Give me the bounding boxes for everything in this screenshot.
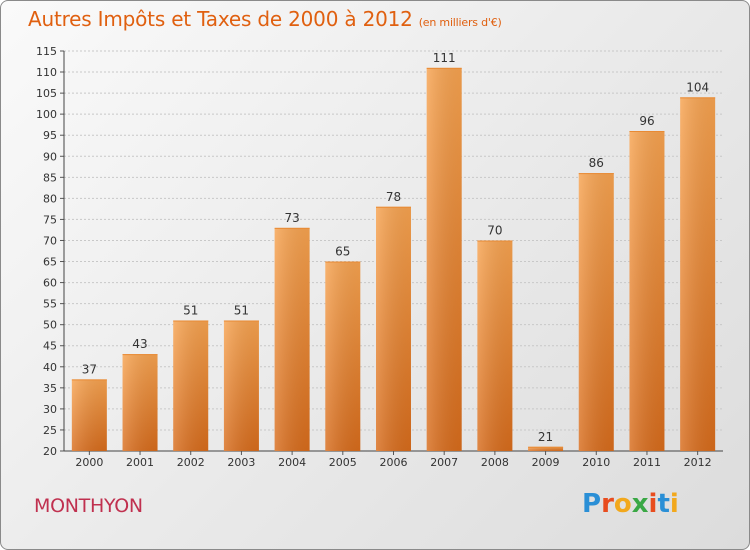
x-tick-label: 2001 — [126, 456, 154, 469]
bar-value-label: 73 — [284, 211, 299, 225]
data-labels: 37 43 51 51 73 65 78 111 70 21 86 96 104 — [82, 51, 709, 444]
bar-2001 — [122, 354, 158, 451]
bar-2006 — [376, 206, 411, 451]
x-tick-label: 2002 — [177, 456, 205, 469]
chart-title: Autres Impôts et Taxes de 2000 à 2012 (en… — [28, 7, 502, 31]
bar-2005 — [325, 261, 361, 451]
bar-value-label: 78 — [386, 190, 401, 204]
y-tick-label: 110 — [36, 66, 57, 79]
chart-unit: (en milliers d'€) — [418, 16, 502, 29]
bar-2003 — [223, 320, 259, 451]
bar-2012 — [680, 97, 716, 451]
logo-letter: P — [582, 489, 602, 519]
bar-shade — [71, 379, 107, 451]
bar-2010 — [578, 173, 614, 451]
tick-labels: 20 25 30 35 40 45 50 55 60 65 70 75 80 85 90 95 100 105 11… — [36, 45, 712, 469]
bar-2011 — [629, 131, 665, 451]
y-tick-label: 95 — [43, 129, 57, 142]
y-tick-label: 30 — [43, 403, 57, 416]
y-tick-label: 60 — [43, 277, 57, 290]
y-tick-label: 75 — [43, 213, 57, 226]
logo-letter: r — [601, 489, 614, 519]
y-tick-label: 90 — [43, 150, 57, 163]
bar-2004 — [274, 227, 310, 451]
bar-2008 — [477, 240, 513, 451]
bar-value-label: 70 — [487, 223, 502, 237]
y-tick-label: 85 — [43, 171, 57, 184]
bar-value-label: 21 — [538, 430, 553, 444]
x-tick-label: 2011 — [633, 456, 661, 469]
bar-value-label: 51 — [234, 303, 249, 317]
y-tick-label: 50 — [43, 319, 57, 332]
bar-value-label: 86 — [589, 156, 604, 170]
x-tick-label: 2010 — [582, 456, 610, 469]
x-tick-label: 2009 — [532, 456, 560, 469]
bar-value-label: 43 — [132, 337, 147, 351]
y-tick-label: 35 — [43, 382, 57, 395]
bar-shade — [274, 227, 310, 451]
bar-shade — [629, 131, 665, 451]
x-tick-label: 2006 — [380, 456, 408, 469]
y-tick-label: 80 — [43, 192, 57, 205]
y-tick-label: 40 — [43, 361, 57, 374]
bar-value-label: 96 — [639, 114, 654, 128]
logo-letter: i — [648, 489, 658, 519]
bar-2009 — [528, 446, 564, 451]
x-tick-label: 2004 — [278, 456, 306, 469]
bar-shade — [680, 97, 716, 451]
bar-shade — [325, 261, 361, 451]
y-tick-label: 100 — [36, 108, 57, 121]
y-tick-label: 65 — [43, 256, 57, 269]
proxiti-logo: Proxiti — [582, 489, 679, 519]
bar-shade — [578, 173, 614, 451]
y-tick-label: 55 — [43, 298, 57, 311]
bar-value-label: 65 — [335, 245, 350, 259]
y-tick-label: 105 — [36, 87, 57, 100]
y-tick-label: 70 — [43, 234, 57, 247]
y-tick-label: 20 — [43, 445, 57, 458]
bars — [71, 67, 716, 451]
bar-shade — [477, 240, 513, 451]
bar-shade — [223, 320, 259, 451]
bar-value-label: 111 — [433, 51, 456, 65]
bar-shade — [528, 446, 564, 451]
x-tick-label: 2007 — [430, 456, 458, 469]
x-tick-label: 2000 — [75, 456, 103, 469]
x-tick-label: 2008 — [481, 456, 509, 469]
bar-2000 — [71, 379, 107, 451]
bar-shade — [122, 354, 158, 451]
logo-letter: i — [669, 489, 679, 519]
y-tick-label: 25 — [43, 424, 57, 437]
bar-value-label: 104 — [686, 80, 709, 94]
logo-letter: t — [657, 489, 670, 519]
bar-value-label: 37 — [82, 362, 97, 376]
y-tick-label: 45 — [43, 340, 57, 353]
x-tick-label: 2005 — [329, 456, 357, 469]
bar-value-label: 51 — [183, 303, 198, 317]
x-tick-label: 2012 — [684, 456, 712, 469]
logo-letter: x — [631, 489, 649, 519]
y-tick-label: 115 — [36, 45, 57, 58]
commune-name: MONTHYON — [34, 495, 143, 517]
bar-2002 — [173, 320, 209, 451]
bar-2007 — [426, 67, 462, 451]
bar-shade — [376, 206, 411, 451]
bar-shade — [173, 320, 209, 451]
logo-letter: o — [613, 489, 632, 519]
bar-shade — [426, 67, 462, 451]
chart-title-text: Autres Impôts et Taxes de 2000 à 2012 — [28, 7, 413, 31]
x-tick-label: 2003 — [227, 456, 255, 469]
